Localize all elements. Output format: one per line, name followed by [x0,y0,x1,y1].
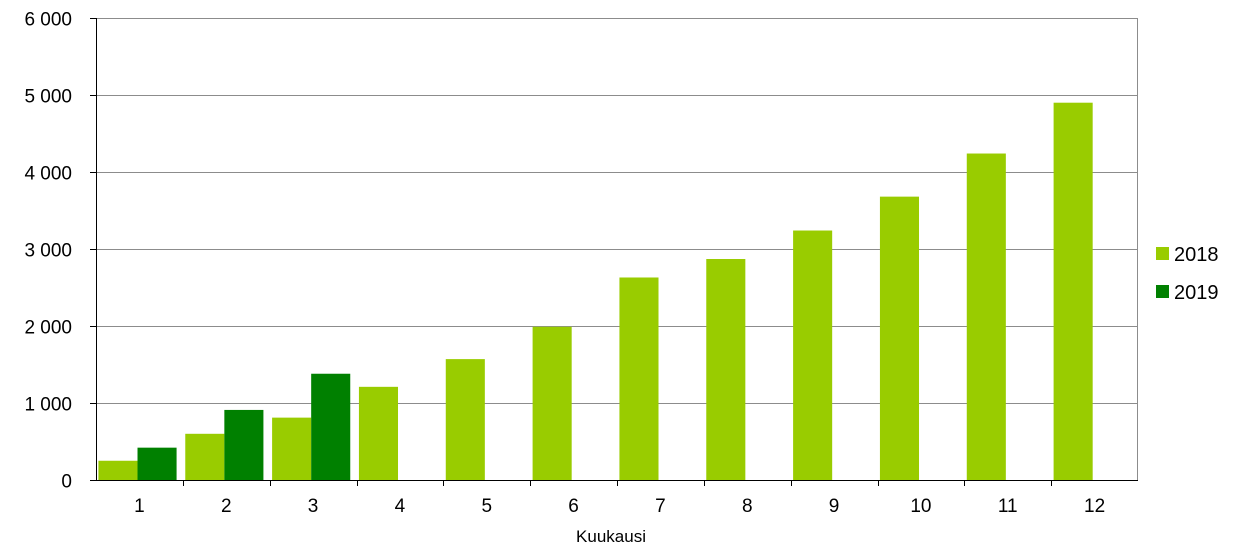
bar-2018-8 [706,259,746,480]
bar-2018-12 [1053,102,1093,480]
y-tick-label: 4 000 [24,164,72,185]
legend-label-2018: 2018 [1174,244,1219,266]
bar-2018-6 [532,326,572,480]
bar-2018-9 [793,230,833,480]
bar-2018-1 [98,460,138,480]
bar-2018-11 [966,153,1006,480]
x-tick-label: 3 [308,496,319,517]
bar-2018-4 [358,386,399,480]
x-tick-label: 7 [655,496,666,517]
legend-swatch-2019 [1156,285,1169,298]
y-tick-labels: 0 1 000 2 000 3 000 4 000 5 000 6 000 [24,10,72,493]
x-axis-label: Kuukausi [576,527,646,546]
bar-2019-2 [224,409,264,480]
legend-label-2019: 2019 [1174,282,1219,304]
x-tick-label: 4 [395,496,406,517]
x-tick-label: 6 [568,496,579,517]
y-tick-label: 3 000 [24,241,72,262]
bar-2018-7 [619,277,659,480]
y-tick-label: 0 [61,472,72,493]
bar-2018-3 [272,417,312,480]
x-tick-label: 1 [134,496,145,517]
bar-2018-5 [445,359,485,480]
x-tick-label: 10 [910,496,931,517]
x-tick-label: 2 [221,496,232,517]
x-tick-labels: 1 2 3 4 5 6 7 8 9 10 11 12 [134,496,1105,517]
x-tick-label: 9 [829,496,840,517]
bar-2019-1 [137,447,177,480]
x-tick-label: 8 [742,496,753,517]
y-tick-label: 5 000 [24,87,72,108]
legend-swatch-2018 [1156,247,1169,260]
x-tick-label: 12 [1084,496,1105,517]
axes [90,18,1138,486]
bar-2018-10 [879,196,920,480]
y-tick-label: 2 000 [24,318,72,339]
bar-2018-2 [185,433,225,480]
x-tick-label: 5 [481,496,492,517]
y-tick-label: 1 000 [24,395,72,416]
legend: 2018 2019 [1156,244,1219,304]
bar-2019-3 [311,373,351,480]
bars [98,102,1093,480]
y-tick-label: 6 000 [24,10,72,31]
x-tick-label: 11 [998,496,1018,517]
